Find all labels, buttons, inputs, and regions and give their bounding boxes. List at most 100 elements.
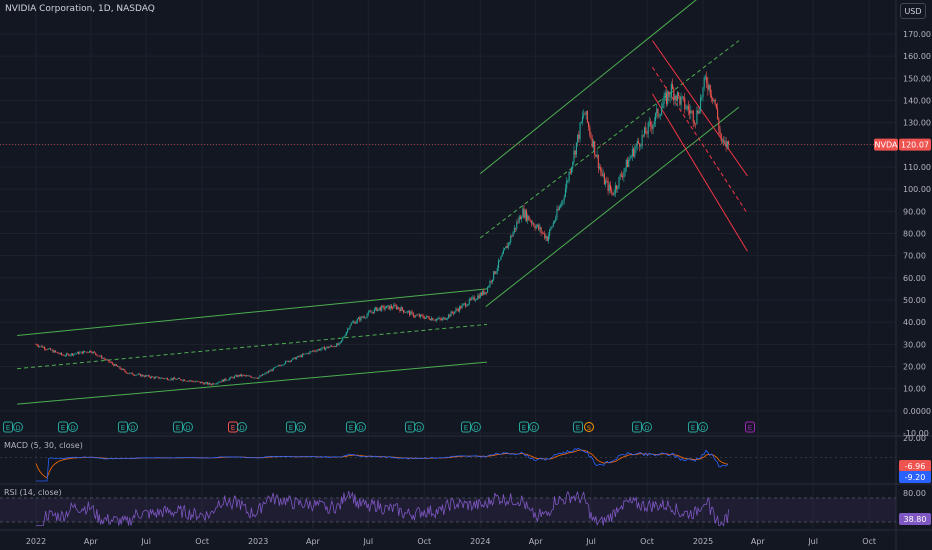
candle-body <box>280 365 282 367</box>
candle-body <box>154 376 156 379</box>
candle-body <box>218 382 220 384</box>
y-tick-label: -10.00 <box>903 429 929 438</box>
candle-body <box>339 341 341 343</box>
candle-body <box>108 359 110 363</box>
candle-body <box>701 97 703 98</box>
candle-body <box>216 382 218 384</box>
earnings-marker <box>286 421 296 433</box>
candle-body <box>385 305 388 309</box>
candle-body <box>269 371 271 372</box>
candle-body <box>78 352 80 354</box>
candle-body <box>348 328 350 330</box>
candle-body <box>654 113 657 122</box>
candle-body <box>620 174 622 177</box>
earnings-marker-label: E <box>176 424 180 432</box>
candle-body <box>437 318 439 320</box>
candle-body <box>187 380 189 382</box>
candle-body <box>152 376 154 378</box>
candle-body <box>474 299 476 301</box>
upper-channel-top <box>479 0 697 175</box>
candle-body <box>501 254 503 257</box>
x-tick-label: Jul <box>585 537 596 546</box>
candle-body <box>583 114 585 117</box>
candle-body <box>602 174 604 176</box>
candle-body <box>132 374 134 376</box>
candle-body <box>452 312 455 314</box>
candle-body <box>70 353 72 356</box>
candle-body <box>490 281 492 282</box>
candle-body <box>215 383 217 385</box>
candle-body <box>169 379 171 381</box>
candle-body <box>75 353 77 355</box>
candle-body <box>353 321 355 323</box>
candle-body <box>399 308 401 312</box>
candle-body <box>641 134 643 146</box>
candle-body <box>614 185 616 194</box>
candle-body <box>64 355 66 357</box>
candle-body <box>243 375 245 376</box>
candle-body <box>342 337 344 341</box>
candle-body <box>354 321 356 324</box>
candle-body <box>138 373 141 375</box>
candle-body <box>63 355 65 357</box>
candle-body <box>125 371 127 374</box>
candle-body <box>600 167 602 172</box>
candle-body <box>596 154 598 157</box>
candle-body <box>141 374 143 377</box>
candle-body <box>679 96 681 105</box>
candle-body <box>577 134 579 143</box>
candle-body <box>304 353 306 355</box>
earnings-marker <box>688 421 698 433</box>
candle-body <box>151 376 153 378</box>
candle-body <box>574 150 576 155</box>
y-tick-label: 80.00 <box>903 230 926 239</box>
candle-body <box>37 345 39 347</box>
price-tag-value: 120.07 <box>901 141 929 150</box>
candle-body <box>214 383 216 385</box>
candle-body <box>445 319 447 320</box>
candle-body <box>179 378 181 380</box>
x-tick-label: 2025 <box>693 537 713 546</box>
candle-body <box>266 372 268 373</box>
candle-body <box>357 317 360 320</box>
candle-body <box>552 222 554 227</box>
price-tag-value-bg <box>899 138 931 151</box>
macd-line <box>36 447 729 482</box>
candle-body <box>76 352 78 354</box>
candle-body <box>365 317 367 319</box>
candle-body <box>556 209 558 218</box>
candle-body <box>539 227 541 230</box>
candle-body <box>450 311 452 317</box>
dividend-marker <box>237 422 247 432</box>
earnings-marker-label: E <box>748 424 752 432</box>
candle-body <box>381 305 383 311</box>
candle-body <box>619 174 621 177</box>
dividend-marker-label: D <box>416 424 421 432</box>
candle-body <box>411 311 413 313</box>
candle-body <box>293 357 295 359</box>
candle-body <box>441 318 444 320</box>
candle-body <box>204 382 206 385</box>
candle-body <box>62 354 64 356</box>
candle-body <box>370 311 372 313</box>
currency-selector[interactable]: USD <box>900 3 926 19</box>
y-tick-label: 150.00 <box>903 74 931 83</box>
candle-body <box>612 192 614 195</box>
candle-body <box>140 373 142 377</box>
candle-body <box>198 381 200 383</box>
candle-body <box>241 374 243 377</box>
candle-body <box>205 382 207 383</box>
candle-body <box>702 87 704 98</box>
lower-channel-top <box>17 288 488 336</box>
candle-body <box>235 375 237 377</box>
candle-body <box>333 346 335 348</box>
y-tick-label: 60.00 <box>903 274 926 283</box>
candle-body <box>113 364 115 366</box>
rsi-pane-label: RSI (14, close) <box>4 488 62 497</box>
candle-body <box>95 352 97 355</box>
candle-body <box>188 380 190 382</box>
candle-body <box>569 172 571 174</box>
candle-body <box>183 379 186 381</box>
dividend-marker <box>128 422 138 432</box>
candle-body <box>276 366 278 367</box>
